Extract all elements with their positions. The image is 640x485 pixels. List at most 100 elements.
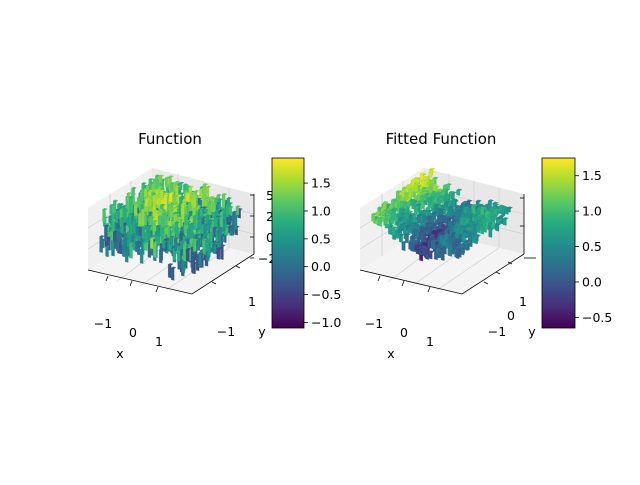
surface-patch <box>132 219 138 235</box>
surface-patch <box>416 213 423 221</box>
axis-lines <box>359 194 525 295</box>
surface-patch <box>461 232 468 243</box>
surface-patch <box>133 203 140 216</box>
x-axis-label: x <box>116 346 123 361</box>
surface-patch <box>103 224 110 242</box>
colorbar-tick-label: 0.0 <box>311 259 331 274</box>
surface-patch <box>152 202 158 218</box>
surface-patch <box>212 226 218 238</box>
surface-patch <box>393 201 400 210</box>
colorbar-fitted: −0.5 0.0 0.5 1.0 1.5 <box>541 157 612 329</box>
surface-patch <box>178 196 185 208</box>
surface-patch <box>161 240 168 249</box>
surface-patch <box>494 222 501 231</box>
surface-patch <box>395 220 402 226</box>
surface-patch <box>394 230 401 239</box>
surface-patch <box>428 170 435 178</box>
surface-patch <box>502 217 509 226</box>
surface-patch <box>139 248 146 264</box>
surface-patch <box>467 232 474 242</box>
surface-patch <box>126 231 133 250</box>
z-tick-label: 0 <box>266 230 274 245</box>
surface-patch <box>122 207 128 224</box>
surface-patch <box>456 188 463 196</box>
surface-patch <box>504 208 511 215</box>
colorbar-tick-label: −0.5 <box>582 310 612 325</box>
surface-patch <box>219 211 225 228</box>
surface-patch <box>382 201 389 209</box>
surface-patch <box>102 208 108 224</box>
surface-patch <box>428 202 436 209</box>
surface-patch <box>112 199 119 215</box>
surface-patch <box>187 202 194 215</box>
surface-patch <box>231 210 238 226</box>
surface-patch <box>455 249 462 259</box>
surface-patch <box>111 213 117 232</box>
surface-patch <box>158 174 165 184</box>
colorbar-tick-label: 0.0 <box>582 274 602 289</box>
surface-patch <box>490 214 497 222</box>
colorbar-tick-label: −1.0 <box>311 315 341 330</box>
surface-patch <box>371 212 378 222</box>
surface-patch <box>117 231 123 243</box>
colorbar-tick-label: 1.0 <box>582 204 602 219</box>
subplot-function: Function −1 <box>87 130 341 361</box>
surface-patch <box>170 266 177 281</box>
colorbar-gradient <box>542 158 575 328</box>
surface-patch <box>383 217 390 227</box>
surface-patch <box>162 212 169 229</box>
y-tick-label: 1 <box>519 294 527 309</box>
surface-patch <box>410 179 417 187</box>
surface-patch <box>408 241 415 251</box>
surface-patch <box>146 195 153 205</box>
surface-patch <box>451 198 458 205</box>
surface-patch <box>445 183 453 189</box>
surface-patch <box>164 226 171 235</box>
surface-patch <box>406 226 414 234</box>
surface-patch <box>168 207 175 219</box>
surface-patch <box>407 187 415 199</box>
surface-patch <box>438 194 445 204</box>
surface-patch <box>169 235 176 246</box>
axis-lines <box>87 194 255 295</box>
z-tick-label: 5 <box>266 188 274 203</box>
colorbar-tick-label: 1.0 <box>311 203 331 218</box>
surface-patch <box>201 238 208 247</box>
surface-function <box>99 174 243 281</box>
surface-patch <box>174 185 181 203</box>
surface-patch <box>428 186 435 194</box>
surface-patch <box>471 204 478 215</box>
surface-patch <box>186 193 192 203</box>
surface-patch <box>158 208 164 218</box>
surface-patch <box>190 191 196 201</box>
surface-patch <box>152 241 159 258</box>
surface-patch <box>443 200 450 210</box>
surface-patch <box>431 239 439 250</box>
surface-patch <box>228 205 234 216</box>
surface-patch <box>441 237 449 247</box>
pane-floor <box>360 230 524 294</box>
surface-patch <box>404 233 412 244</box>
surface-patch <box>203 223 209 242</box>
surface-patch <box>386 210 393 221</box>
surface-patch <box>175 227 182 238</box>
surface-patch <box>105 245 111 258</box>
surface-patch <box>217 198 224 210</box>
surface-patch <box>191 255 197 273</box>
colorbar-tick-label: 0.5 <box>311 231 331 246</box>
surface-patch <box>207 200 214 216</box>
surface-patch <box>414 244 422 252</box>
surface-patch <box>460 212 467 219</box>
surface-patch <box>120 217 126 234</box>
surface-patch <box>114 239 120 250</box>
colorbar-ticks: −1.0 −0.5 0.0 0.5 1.0 1.5 <box>304 176 341 330</box>
x-tick-label: −1 <box>365 316 383 331</box>
surface-patch <box>435 247 442 256</box>
surface-patch <box>403 191 410 199</box>
surface-patch <box>421 227 429 234</box>
surface-patch <box>414 182 421 193</box>
chart-title: Fitted Function <box>386 130 497 148</box>
surface-patch <box>421 249 428 256</box>
surface-patch <box>168 175 174 191</box>
surface-patch <box>179 240 186 250</box>
